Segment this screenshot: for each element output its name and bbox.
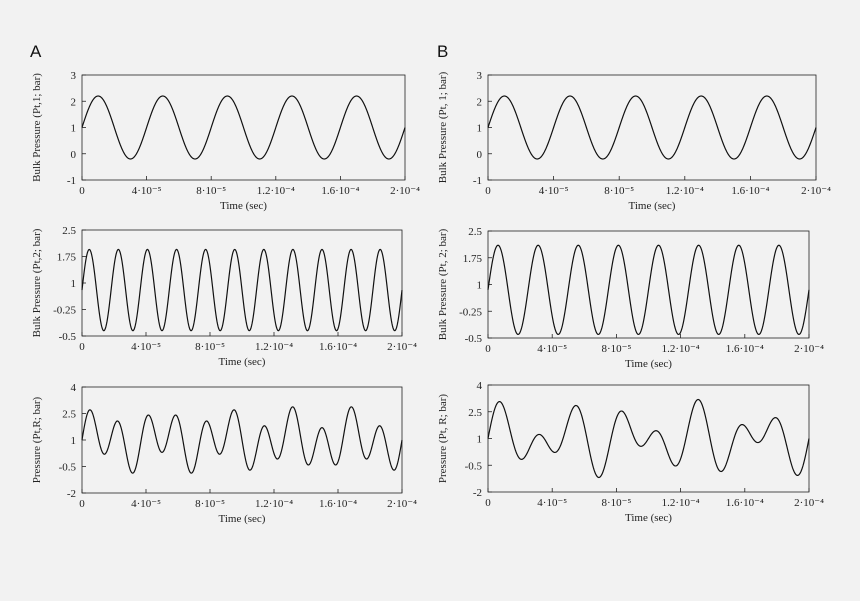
x-tick-label: 1.6·10⁻⁴: [319, 341, 357, 353]
plot-a-1: 0 4·10⁻⁵ 8·10⁻⁵ 1.2·10⁻⁴ 1.6·10⁻⁴ 2·10⁻⁴-1012…: [31, 70, 420, 212]
y-tick-label: -2: [473, 487, 482, 499]
x-tick-label: 2·10⁻⁴: [794, 497, 824, 509]
x-tick-label: 8·10⁻⁵: [601, 343, 631, 355]
series-line-pt1: [81, 95, 406, 160]
series-line-ptr: [81, 406, 403, 474]
y-axis-label: Bulk Pressure (Pt, 1; bar): [437, 71, 449, 183]
y-tick-label: 2.5: [62, 225, 76, 237]
x-tick-label: 2·10⁻⁴: [390, 185, 420, 197]
x-tick-label: 0: [485, 185, 491, 197]
y-tick-label: 2.5: [468, 226, 482, 238]
x-tick-label: 0: [79, 185, 85, 197]
x-tick-label: 8·10⁻⁵: [601, 497, 631, 509]
y-tick-label: -0.5: [465, 333, 483, 345]
y-tick-label: 1: [71, 278, 77, 290]
x-tick-label: 8·10⁻⁵: [195, 498, 225, 510]
plot-b-2: 0 4·10⁻⁵ 8·10⁻⁵ 1.2·10⁻⁴ 1.6·10⁻⁴ 2·10⁻⁴ -0.5 -…: [437, 226, 824, 370]
y-tick-label: -1: [473, 175, 482, 187]
y-tick-label: 2: [71, 96, 77, 108]
x-tick-label: 1.2·10⁻⁴: [255, 341, 293, 353]
series-line-pt2: [487, 244, 810, 336]
x-tick-label: 1.6·10⁻⁴: [731, 185, 769, 197]
series-line-ptr: [487, 398, 810, 479]
x-tick-label: 1.6·10⁻⁴: [319, 498, 357, 510]
x-axis-label: Time (sec): [219, 356, 266, 368]
x-tick-label: 4·10⁻⁵: [131, 341, 161, 353]
x-tick-label: 2·10⁻⁴: [387, 341, 417, 353]
x-tick-label: 2·10⁻⁴: [794, 343, 824, 355]
y-tick-label: 2.5: [62, 409, 76, 421]
x-tick-label: 4·10⁻⁵: [131, 498, 161, 510]
y-axis-label: Pressure (Pt, R; bar): [437, 394, 449, 484]
plot-b-3: 0 4·10⁻⁵ 8·10⁻⁵ 1.2·10⁻⁴ 1.6·10⁻⁴ 2·10⁻⁴ -2 -0.…: [437, 380, 824, 524]
x-tick-label: 8·10⁻⁵: [195, 341, 225, 353]
y-tick-label: 0: [71, 149, 77, 161]
y-tick-label: 1: [477, 434, 483, 446]
plot-b-1: 0 4·10⁻⁵ 8·10⁻⁵ 1.2·10⁻⁴ 1.6·10⁻⁴ 2·10⁻⁴-1012…: [437, 70, 831, 212]
x-axis-label: Time (sec): [629, 200, 676, 212]
y-axis-label: Bulk Pressure (Pt,1; bar): [31, 73, 43, 182]
x-tick-label: 4·10⁻⁵: [132, 185, 162, 197]
y-tick-label: 1: [71, 123, 77, 135]
y-tick-label: -0.25: [459, 306, 482, 318]
panel-letter-a: A: [30, 42, 42, 61]
y-tick-label: 1.75: [463, 253, 483, 265]
x-tick-label: 1.2·10⁻⁴: [662, 343, 700, 355]
x-tick-label: 8·10⁻⁵: [196, 185, 226, 197]
x-tick-label: 1.6·10⁻⁴: [726, 497, 764, 509]
x-tick-label: 0: [485, 343, 491, 355]
x-tick-label: 4·10⁻⁵: [537, 343, 567, 355]
y-tick-label: 2: [477, 96, 483, 108]
x-axis-label: Time (sec): [625, 358, 672, 370]
series-line-pt2: [81, 248, 403, 332]
y-tick-label: 4: [71, 382, 77, 394]
y-tick-label: 2.5: [468, 407, 482, 419]
x-tick-label: 0: [79, 341, 85, 353]
x-tick-label: 1.2·10⁻⁴: [662, 497, 700, 509]
x-tick-label: 8·10⁻⁵: [604, 185, 634, 197]
x-tick-label: 0: [485, 497, 491, 509]
x-tick-label: 2·10⁻⁴: [801, 185, 831, 197]
x-axis-label: Time (sec): [219, 513, 266, 525]
y-tick-label: 1: [477, 280, 483, 292]
y-axis-label: Bulk Pressure (Pt, 2; bar): [437, 228, 449, 340]
panel-letter-b: B: [437, 42, 448, 61]
x-tick-label: 1.6·10⁻⁴: [726, 343, 764, 355]
series-line-pt1: [487, 95, 817, 160]
plot-a-2: 0 4·10⁻⁵ 8·10⁻⁵ 1.2·10⁻⁴ 1.6·10⁻⁴ 2·10⁻⁴ -0.5 -…: [31, 225, 417, 368]
y-tick-label: 1: [477, 123, 483, 135]
y-tick-label: 3: [71, 70, 77, 82]
x-tick-label: 1.2·10⁻⁴: [666, 185, 704, 197]
y-axis-label: Pressure (Pt,R; bar): [31, 396, 43, 483]
y-tick-label: -0.5: [465, 460, 483, 472]
y-tick-label: -1: [67, 175, 76, 187]
y-tick-label: 1.75: [57, 252, 77, 264]
x-tick-label: 4·10⁻⁵: [539, 185, 569, 197]
x-axis-label: Time (sec): [625, 512, 672, 524]
x-tick-label: 1.2·10⁻⁴: [257, 185, 295, 197]
y-tick-label: -0.5: [59, 331, 77, 343]
y-tick-label: 1: [71, 435, 77, 447]
x-tick-label: 4·10⁻⁵: [537, 497, 567, 509]
y-tick-label: 0: [477, 149, 483, 161]
x-axis-label: Time (sec): [220, 200, 267, 212]
x-tick-label: 0: [79, 498, 85, 510]
y-tick-label: -0.5: [59, 462, 77, 474]
y-tick-label: -2: [67, 488, 76, 500]
plot-a-3: 0 4·10⁻⁵ 8·10⁻⁵ 1.2·10⁻⁴ 1.6·10⁻⁴ 2·10⁻⁴ -2 -0.…: [31, 382, 417, 525]
x-tick-label: 2·10⁻⁴: [387, 498, 417, 510]
y-tick-label: -0.25: [53, 305, 76, 317]
y-tick-label: 4: [477, 380, 483, 392]
y-axis-label: Bulk Pressure (Pt,2; bar): [31, 228, 43, 337]
x-tick-label: 1.2·10⁻⁴: [255, 498, 293, 510]
x-tick-label: 1.6·10⁻⁴: [321, 185, 359, 197]
y-tick-label: 3: [477, 70, 483, 82]
